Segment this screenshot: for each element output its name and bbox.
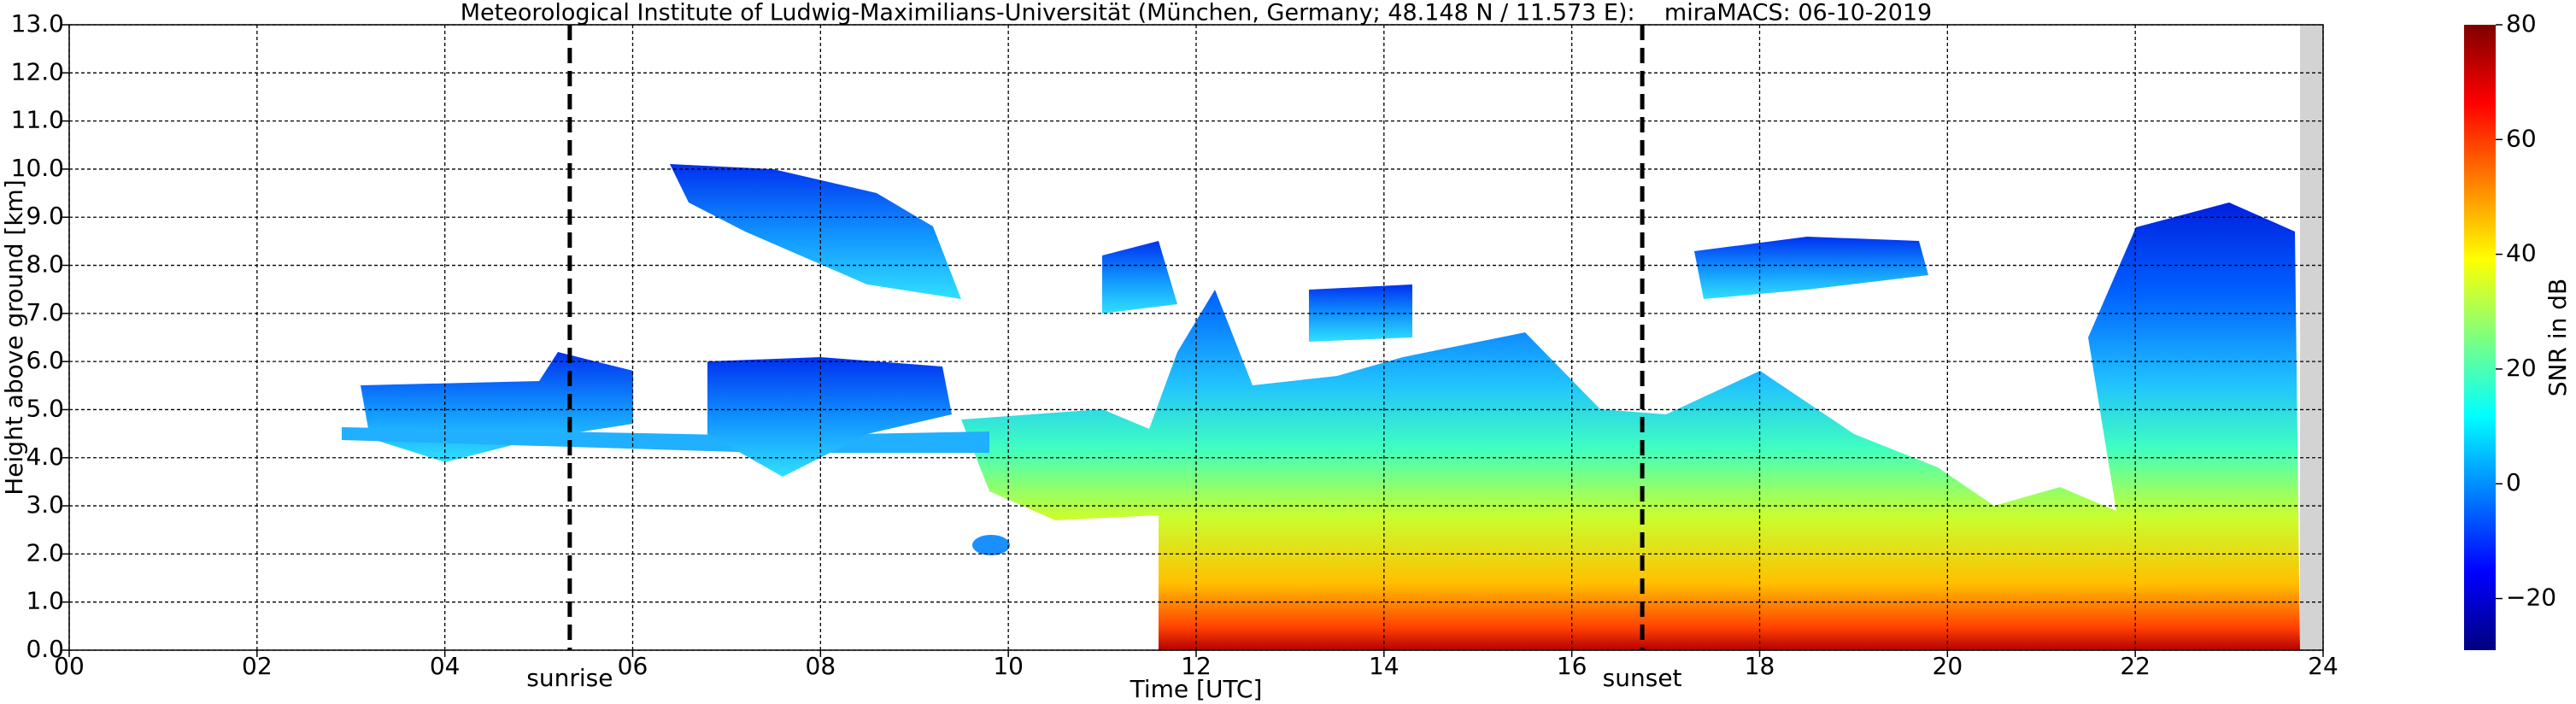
- x-tick-label: 22: [2120, 652, 2151, 680]
- echo-region: [707, 357, 952, 477]
- y-tick-label: 3.0: [26, 490, 64, 519]
- radar-echo: [342, 25, 2323, 650]
- colorbar-tick-label: 60: [2506, 124, 2537, 152]
- echo-region: [961, 202, 2300, 650]
- colorbar-label: SNR in dB: [2544, 279, 2572, 396]
- x-tick-label: 08: [806, 652, 836, 680]
- y-tick-label: 10.0: [11, 154, 64, 182]
- x-tick-label: 16: [1557, 652, 1587, 680]
- echo-region: [1102, 241, 1177, 314]
- y-tick-label: 11.0: [11, 106, 64, 134]
- x-tick-label: 12: [1181, 652, 1212, 680]
- y-tick-label: 0.0: [26, 635, 64, 663]
- y-tick-label: 4.0: [26, 443, 64, 471]
- chart-title: Meteorological Institute of Ludwig-Maxim…: [461, 0, 1933, 26]
- y-tick-label: 1.0: [26, 587, 64, 615]
- x-tick-label: 24: [2308, 652, 2338, 680]
- no-data: [2300, 25, 2323, 650]
- x-tick-label: 14: [1369, 652, 1399, 680]
- y-tick-label: 2.0: [26, 538, 64, 566]
- y-tick-label: 9.0: [26, 202, 64, 230]
- y-tick-label: 6.0: [26, 346, 64, 374]
- colorbar-tick-label: 80: [2506, 9, 2537, 38]
- y-tick-label: 7.0: [26, 298, 64, 326]
- y-tick-label: 12.0: [11, 57, 64, 85]
- x-tick-label: 10: [993, 652, 1024, 680]
- colorbar-tick-label: 20: [2506, 354, 2537, 382]
- echo-region: [670, 164, 961, 299]
- x-tick-label: 06: [618, 652, 648, 680]
- echo-region: [972, 535, 1010, 555]
- y-axis-label: Height above ground [km]: [0, 179, 28, 496]
- sun-marker-label: sunset: [1603, 664, 1682, 692]
- colorbar-tick-label: 40: [2506, 239, 2537, 267]
- x-axis-label: Time [UTC]: [1130, 675, 1263, 703]
- y-tick-label: 13.0: [11, 9, 64, 38]
- x-tick-label: 00: [54, 652, 85, 680]
- x-tick-label: 18: [1745, 652, 1775, 680]
- colorbar: [2464, 25, 2496, 650]
- echo-region: [1694, 237, 1928, 299]
- colorbar-tick-label: 0: [2506, 468, 2521, 496]
- sun-marker-label: sunrise: [526, 664, 613, 692]
- echo-region: [1309, 285, 1412, 342]
- x-tick-label: 20: [1933, 652, 1963, 680]
- colorbar-tick-label: −20: [2506, 584, 2556, 612]
- y-tick-label: 8.0: [26, 250, 64, 279]
- x-tick-label: 04: [430, 652, 461, 680]
- x-tick-label: 02: [242, 652, 273, 680]
- y-tick-label: 5.0: [26, 394, 64, 422]
